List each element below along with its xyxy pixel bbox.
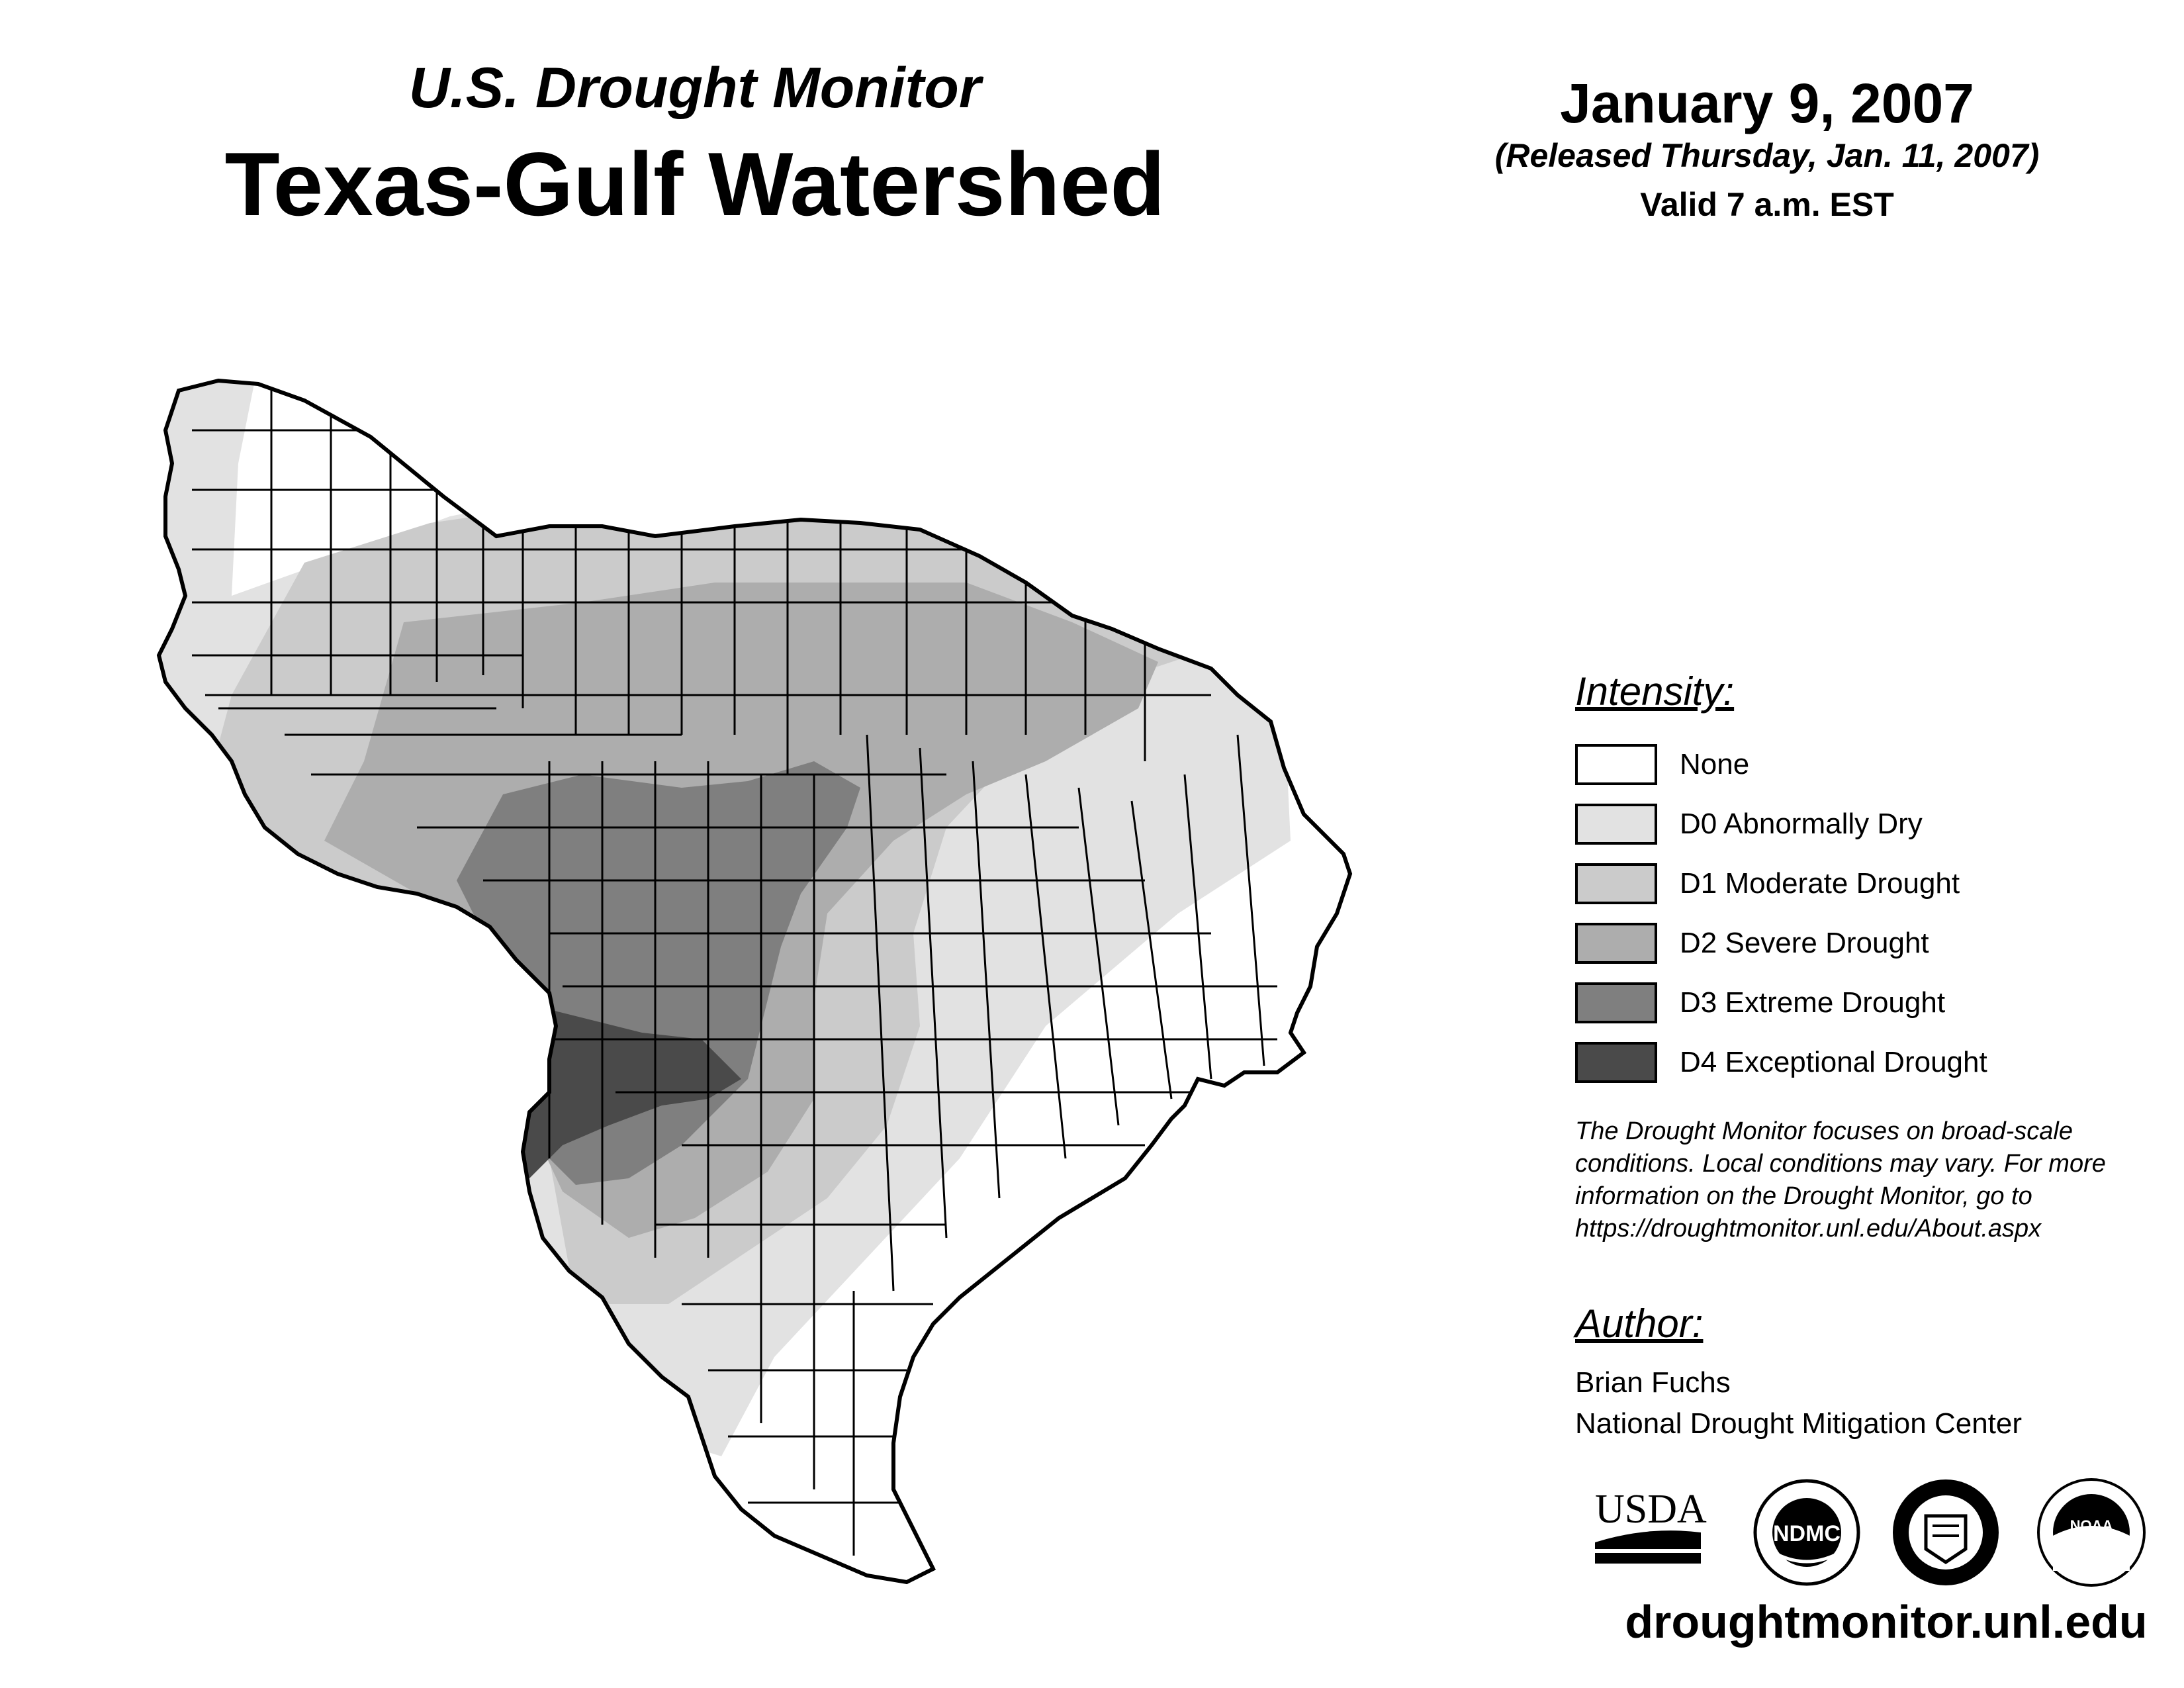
legend-item: D4 Exceptional Drought: [1575, 1033, 1987, 1092]
legend-swatch-d3: [1575, 982, 1657, 1023]
legend-label: D3 Extreme Drought: [1680, 986, 1946, 1019]
legend-item: D3 Extreme Drought: [1575, 973, 1987, 1033]
legend-label: D1 Moderate Drought: [1680, 867, 1960, 900]
note-line: information on the Drought Monitor, go t…: [1575, 1182, 2032, 1210]
note-link[interactable]: https://droughtmonitor.unl.edu/About.asp…: [1575, 1215, 2042, 1243]
svg-text:NOAA: NOAA: [2070, 1517, 2113, 1534]
legend-swatch-d0: [1575, 804, 1657, 845]
map-title: Texas-Gulf Watershed: [224, 134, 1165, 234]
legend-swatch-none: [1575, 744, 1657, 785]
legend-swatch-d4: [1575, 1042, 1657, 1083]
note-line: The Drought Monitor focuses on broad-sca…: [1575, 1117, 2073, 1145]
author-title: Author:: [1575, 1301, 1704, 1346]
map-subtitle: U.S. Drought Monitor: [408, 56, 981, 120]
legend: None D0 Abnormally Dry D1 Moderate Droug…: [1575, 735, 1987, 1092]
noaa-logo: NOAA: [2037, 1478, 2146, 1587]
legend-item: D1 Moderate Drought: [1575, 854, 1987, 914]
valid-time: Valid 7 a.m. EST: [1640, 186, 1894, 223]
svg-text:USDA: USDA: [1595, 1487, 1707, 1532]
watershed-map: [152, 364, 1449, 1622]
map-date: January 9, 2007: [1560, 72, 1974, 134]
release-date: (Released Thursday, Jan. 11, 2007): [1494, 137, 2040, 174]
legend-title: Intensity:: [1575, 669, 1735, 714]
legend-label: D2 Severe Drought: [1680, 927, 1929, 959]
legend-label: D4 Exceptional Drought: [1680, 1046, 1987, 1078]
legend-item: D0 Abnormally Dry: [1575, 794, 1987, 854]
agency-logos: USDA NDMC NOAA: [1595, 1478, 2146, 1587]
legend-swatch-d2: [1575, 923, 1657, 964]
legend-item: None: [1575, 735, 1987, 794]
zone-d4: [503, 1000, 741, 1178]
legend-label: D0 Abnormally Dry: [1680, 808, 1923, 840]
legend-swatch-d1: [1575, 863, 1657, 904]
note-line: conditions. Local conditions may vary. F…: [1575, 1150, 2106, 1178]
author-org: National Drought Mitigation Center: [1575, 1407, 2023, 1440]
svg-text:NDMC: NDMC: [1773, 1521, 1841, 1546]
commerce-seal-icon: [1893, 1479, 1999, 1585]
site-url[interactable]: droughtmonitor.unl.edu: [1625, 1596, 2148, 1648]
county-boundaries: [192, 381, 1277, 1556]
author-block: Brian Fuchs National Drought Mitigation …: [1575, 1362, 2022, 1444]
usda-logo: USDA: [1595, 1487, 1707, 1564]
legend-label: None: [1680, 748, 1750, 780]
ndmc-logo: NDMC: [1753, 1479, 1860, 1586]
legend-item: D2 Severe Drought: [1575, 914, 1987, 973]
author-name: Brian Fuchs: [1575, 1366, 1731, 1399]
disclaimer-note: The Drought Monitor focuses on broad-sca…: [1575, 1115, 2171, 1245]
